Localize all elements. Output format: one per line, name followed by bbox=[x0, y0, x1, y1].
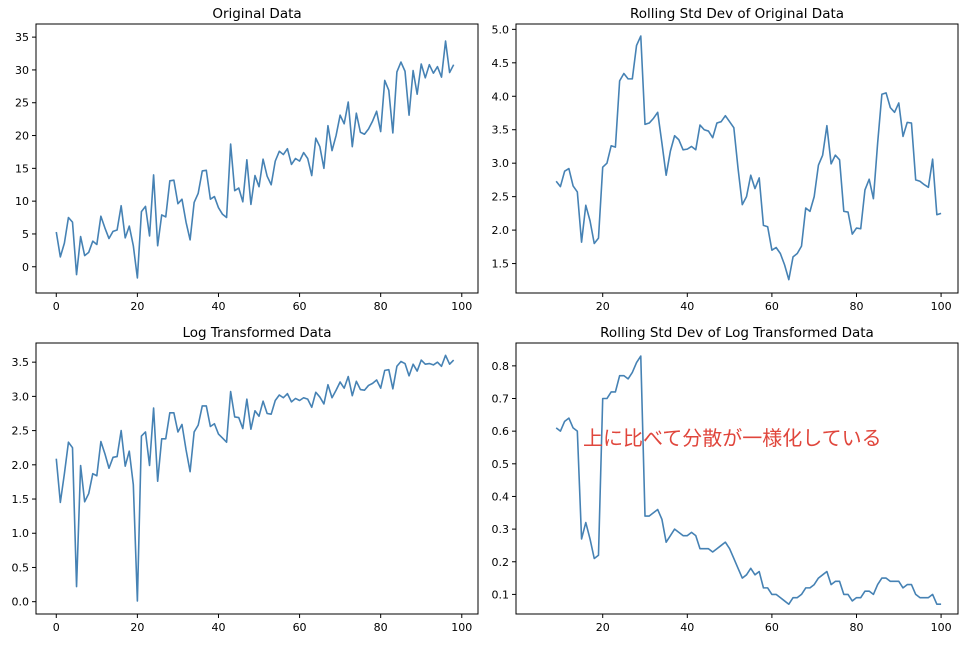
y-tick-label: 2.0 bbox=[12, 459, 30, 472]
y-tick-label: 15 bbox=[15, 162, 29, 175]
x-tick-label: 100 bbox=[451, 300, 472, 313]
y-tick-label: 5.0 bbox=[492, 23, 510, 36]
y-tick-label: 0.1 bbox=[492, 588, 510, 601]
y-tick-label: 0.0 bbox=[12, 596, 30, 609]
x-tick-label: 100 bbox=[931, 621, 952, 634]
chart-title: Rolling Std Dev of Log Transformed Data bbox=[600, 325, 874, 341]
y-tick-label: 30 bbox=[15, 64, 29, 77]
subplot-original-data: Original Data 0 20 40 60 80 100 0 5 10 15 20 25 30 35 bbox=[15, 6, 479, 313]
y-tick-label: 5 bbox=[22, 228, 29, 241]
y-tick-label: 4.0 bbox=[492, 90, 510, 103]
axes-frame bbox=[515, 342, 959, 615]
x-tick-label: 100 bbox=[931, 300, 952, 313]
x-tick-label: 60 bbox=[293, 621, 307, 634]
y-tick-label: 10 bbox=[15, 195, 29, 208]
y-tick-label: 25 bbox=[15, 97, 29, 110]
x-tick-label: 80 bbox=[849, 300, 863, 313]
y-tick-label: 0.5 bbox=[492, 458, 510, 471]
subplot-rolling-std-original: Rolling Std Dev of Original Data 20 40 60 80… bbox=[492, 6, 959, 313]
y-tick-label: 4.5 bbox=[492, 57, 510, 70]
x-tick-label: 20 bbox=[596, 621, 610, 634]
x-tick-label: 40 bbox=[211, 621, 225, 634]
y-tick-label: 2.5 bbox=[12, 425, 30, 438]
y-tick-label: 0.2 bbox=[492, 556, 510, 569]
y-tick-label: 1.5 bbox=[492, 258, 510, 271]
subplot-rolling-std-log: Rolling Std Dev of Log Transformed Data 2… bbox=[492, 325, 959, 634]
axes-frame bbox=[515, 23, 959, 294]
y-tick-label: 0 bbox=[22, 261, 29, 274]
x-tick-label: 40 bbox=[680, 300, 694, 313]
axes-frame bbox=[35, 23, 479, 294]
x-tick-label: 0 bbox=[53, 300, 60, 313]
x-tick-label: 60 bbox=[765, 300, 779, 313]
y-tick-label: 1.5 bbox=[12, 493, 30, 506]
y-tick-label: 0.8 bbox=[492, 360, 510, 373]
chart-title: Rolling Std Dev of Original Data bbox=[630, 6, 844, 22]
y-tick-label: 0.7 bbox=[492, 393, 510, 406]
x-tick-label: 80 bbox=[374, 300, 388, 313]
y-tick-label: 0.5 bbox=[12, 561, 30, 574]
x-tick-label: 20 bbox=[130, 300, 144, 313]
x-tick-label: 40 bbox=[680, 621, 694, 634]
series-line bbox=[55, 354, 455, 602]
x-tick-label: 20 bbox=[596, 300, 610, 313]
x-tick-label: 80 bbox=[374, 621, 388, 634]
series-line bbox=[555, 35, 942, 281]
y-tick-label: 35 bbox=[15, 31, 29, 44]
subplot-log-transformed: Log Transformed Data 0 20 40 60 80 100 0.0 0.5 1.… bbox=[12, 325, 479, 634]
y-tick-label: 3.0 bbox=[12, 390, 30, 403]
y-tick-label: 3.5 bbox=[12, 356, 30, 369]
chart-title: Original Data bbox=[212, 6, 301, 22]
x-tick-label: 60 bbox=[765, 621, 779, 634]
x-tick-label: 40 bbox=[211, 300, 225, 313]
series-line bbox=[555, 355, 942, 606]
y-tick-label: 2.0 bbox=[492, 224, 510, 237]
x-tick-label: 20 bbox=[130, 621, 144, 634]
y-tick-label: 1.0 bbox=[12, 527, 30, 540]
y-tick-label: 20 bbox=[15, 130, 29, 143]
y-tick-label: 0.4 bbox=[492, 490, 510, 503]
annotation-text: 上に比べて分散が一様化している bbox=[583, 426, 882, 450]
series-line bbox=[55, 40, 455, 279]
x-tick-label: 80 bbox=[849, 621, 863, 634]
axes-frame bbox=[35, 342, 479, 615]
y-tick-label: 3.0 bbox=[492, 157, 510, 170]
y-tick-label: 0.3 bbox=[492, 523, 510, 536]
x-tick-label: 100 bbox=[451, 621, 472, 634]
x-tick-label: 0 bbox=[53, 621, 60, 634]
x-tick-label: 60 bbox=[293, 300, 307, 313]
y-tick-label: 3.5 bbox=[492, 124, 510, 137]
chart-title: Log Transformed Data bbox=[183, 325, 332, 341]
y-tick-label: 0.6 bbox=[492, 425, 510, 438]
y-tick-label: 2.5 bbox=[492, 191, 510, 204]
